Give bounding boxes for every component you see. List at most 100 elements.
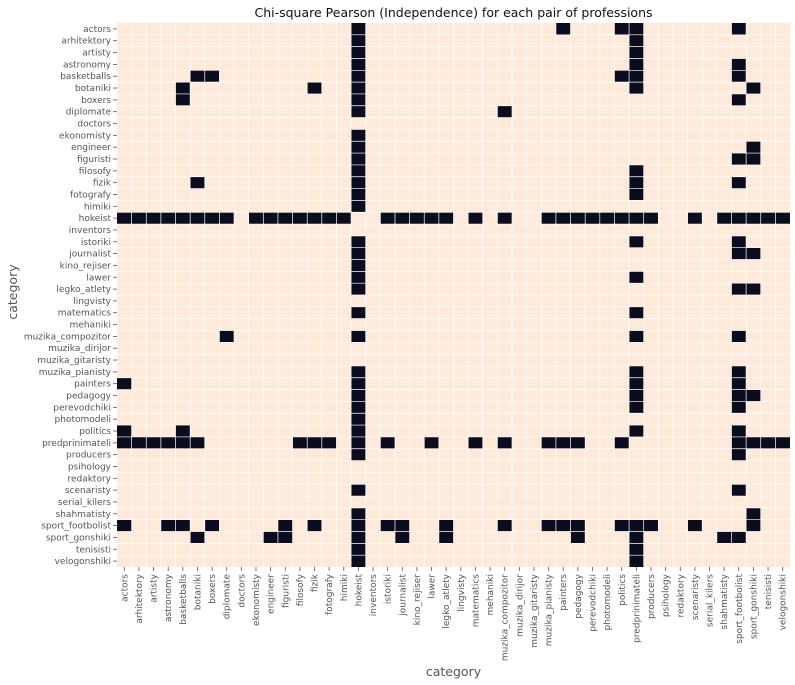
heatmap-cell	[204, 212, 220, 225]
y-tick-label: painters	[74, 380, 111, 390]
heatmap-cell	[219, 212, 235, 225]
heatmap-cell	[438, 212, 454, 225]
heatmap-cell	[599, 212, 615, 225]
heatmap-cell	[731, 235, 747, 248]
y-tick-label: pedagogy	[66, 392, 111, 402]
x-tick-label: artisty	[150, 573, 160, 602]
heatmap-cell	[629, 306, 644, 319]
heatmap-cell	[585, 212, 600, 225]
heatmap-cell	[351, 34, 366, 47]
heatmap-cell	[351, 484, 366, 497]
x-tick-label: serial_kilers	[706, 574, 716, 627]
heatmap-cell	[731, 176, 747, 189]
heatmap-cell	[263, 212, 278, 225]
x-tick-label: doctors	[237, 574, 247, 608]
x-tick-label: arhitektory	[135, 573, 145, 623]
y-tick-label: redaktory	[67, 474, 111, 484]
heatmap-cell	[351, 531, 366, 544]
heatmap-cell	[614, 23, 630, 35]
y-tick-label: muzika_gitaristy	[37, 356, 111, 366]
heatmap-cell	[146, 436, 161, 449]
y-tick-label: astronomy	[63, 60, 112, 70]
heatmap-cell	[629, 425, 644, 437]
y-tick-label: perevodchiki	[53, 403, 111, 413]
heatmap-cell	[292, 212, 308, 225]
heatmap-cell	[746, 212, 761, 225]
heatmap-cell	[175, 425, 191, 437]
x-tick-label: muzika_pianisty	[545, 573, 555, 646]
heatmap-cell	[731, 436, 747, 449]
y-tick-label: politics	[79, 427, 111, 437]
heatmap-cell	[394, 519, 410, 532]
heatmap-cell	[351, 93, 366, 106]
heatmap-cell	[351, 235, 366, 248]
x-tick-label: engineer	[267, 574, 277, 614]
y-tick-label: doctors	[77, 120, 111, 130]
y-tick-label: muzika_compozitor	[24, 332, 111, 342]
heatmap-cell	[614, 70, 630, 83]
heatmap-cell	[541, 436, 556, 449]
y-tick-label: tenisisti	[76, 545, 111, 555]
heatmap-cell	[629, 70, 644, 83]
heatmap-cell	[746, 141, 761, 154]
x-tick-label: tenisisti	[764, 574, 774, 609]
heatmap-cell	[570, 531, 586, 544]
x-tick-label: filosofy	[296, 573, 306, 606]
x-tick-label: sport_gonshiki	[749, 574, 759, 639]
heatmap-cell	[629, 23, 644, 35]
heatmap-cell	[555, 23, 571, 35]
heatmap-cell	[351, 306, 366, 319]
heatmap-cell	[643, 212, 659, 225]
heatmap-cell	[175, 82, 191, 94]
heatmap-cell	[760, 212, 776, 225]
heatmap-cell	[731, 425, 747, 437]
x-tick-label: predprinimateli	[632, 574, 642, 643]
heatmap-cell	[629, 58, 644, 71]
heatmap-cell	[775, 212, 790, 225]
heatmap-cell	[351, 543, 366, 556]
heatmap-cell	[497, 105, 513, 118]
x-tick-label: fotografy	[325, 573, 335, 615]
y-tick-label: muzika_pianisty	[39, 368, 112, 378]
y-tick-label: sport_gonshiki	[46, 533, 111, 543]
x-tick-label: hokeist	[354, 574, 364, 607]
heatmap-cell	[731, 58, 747, 71]
heatmap-cell	[307, 212, 322, 225]
heatmap-cell	[351, 271, 366, 284]
heatmap-cell	[307, 519, 322, 532]
heatmap-cell	[731, 484, 747, 497]
heatmap-cell	[731, 401, 747, 414]
heatmap-cell	[629, 531, 644, 544]
heatmap-cell	[629, 235, 644, 248]
heatmap-cell	[746, 436, 761, 449]
heatmap-cell	[629, 46, 644, 59]
x-tick-label: journalist	[398, 574, 408, 617]
y-tick-label: journalist	[68, 250, 111, 260]
heatmap-cell	[219, 330, 235, 343]
heatmap-cell	[716, 531, 732, 544]
heatmap-cell	[497, 519, 513, 532]
heatmap-cell	[175, 212, 191, 225]
heatmap-cells	[117, 23, 790, 567]
heatmap-cell	[380, 436, 395, 449]
y-tick-label: istoriki	[81, 238, 111, 248]
x-tick-label: boxers	[208, 574, 218, 604]
heatmap-cell	[731, 330, 747, 343]
heatmap-cell	[629, 188, 644, 201]
heatmap-cell	[277, 531, 293, 544]
heatmap-cell	[351, 141, 366, 154]
y-tick-label: photomodeli	[55, 415, 111, 425]
y-tick-label: mehaniki	[70, 321, 111, 331]
x-tick-label: redaktory	[676, 573, 686, 617]
heatmap-cell	[731, 365, 747, 378]
heatmap-cell	[351, 23, 366, 35]
heatmap-cell	[541, 212, 556, 225]
heatmap-cell	[351, 401, 366, 414]
heatmap-cell	[746, 82, 761, 94]
y-tick-label: actors	[83, 25, 111, 35]
heatmap-cell	[629, 519, 644, 532]
y-tick-label: fizik	[93, 179, 112, 189]
y-tick-label: sport_footbolist	[41, 522, 111, 532]
y-tick-label: botaniki	[75, 84, 111, 94]
